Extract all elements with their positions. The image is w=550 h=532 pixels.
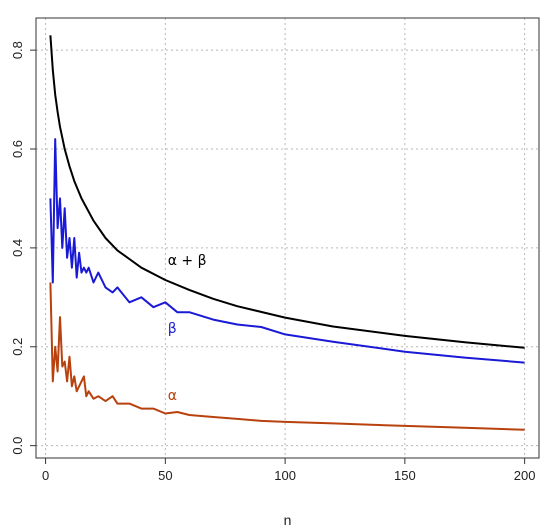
- series-layer: [49, 35, 525, 431]
- y-tick-label-3: 0.6: [10, 140, 25, 158]
- y-tick-label-4: 0.8: [10, 41, 25, 59]
- y-tick-label-2: 0.4: [10, 239, 25, 257]
- x-tick-label-0: 0: [42, 468, 49, 483]
- x-tick-label-2: 100: [274, 468, 296, 483]
- series-line-2: [49, 282, 525, 431]
- series-labels: α + β β α: [168, 253, 207, 404]
- grid: [36, 18, 539, 458]
- series-label-0: α + β: [168, 253, 207, 269]
- series-label-1: β: [168, 321, 177, 337]
- series-line-1: [49, 138, 525, 364]
- x-tick-label-1: 50: [158, 468, 172, 483]
- x-tick-label-4: 200: [514, 468, 536, 483]
- x-tick-label-3: 150: [394, 468, 416, 483]
- plot-frame: [35, 17, 540, 459]
- series-label-2: α: [168, 388, 177, 404]
- axes: 0 50 100 150 200 0.0 0.2 0.4 0.6 0.8: [10, 41, 535, 483]
- x-axis-title: n: [284, 512, 292, 528]
- y-tick-label-1: 0.2: [10, 338, 25, 356]
- y-tick-label-0: 0.0: [10, 437, 25, 455]
- series-line-0: [49, 35, 525, 349]
